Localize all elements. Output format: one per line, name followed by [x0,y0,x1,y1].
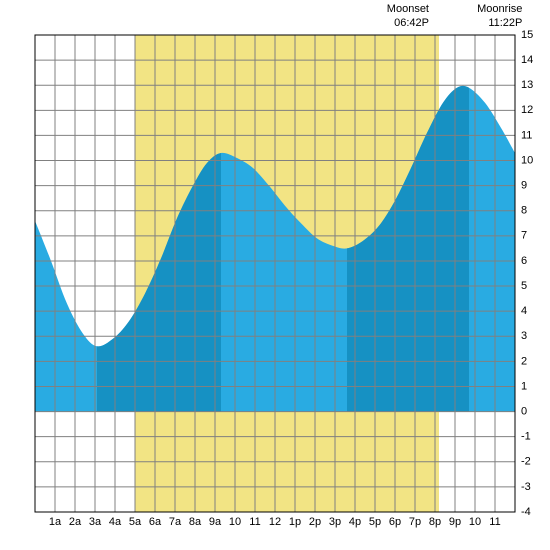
svg-text:1p: 1p [289,516,301,528]
svg-text:2: 2 [521,355,527,367]
svg-text:-2: -2 [521,456,531,468]
svg-text:7p: 7p [409,516,421,528]
moonrise-time: 11:22P [0,17,522,31]
svg-text:9a: 9a [209,516,222,528]
svg-text:11: 11 [521,129,532,141]
svg-text:8p: 8p [429,516,441,528]
moonrise-label: Moonrise 11:22P [0,3,522,31]
svg-text:4a: 4a [109,516,122,528]
svg-text:6a: 6a [149,516,162,528]
svg-text:-1: -1 [521,431,531,443]
chart-svg: -4-3-2-101234567891011121314151a2a3a4a5a… [0,0,550,550]
svg-text:4p: 4p [349,516,361,528]
svg-text:5p: 5p [369,516,381,528]
svg-text:3a: 3a [89,516,102,528]
svg-text:1: 1 [521,380,527,392]
svg-text:8a: 8a [189,516,202,528]
svg-text:11: 11 [249,516,260,528]
svg-text:2a: 2a [69,516,82,528]
svg-text:5a: 5a [129,516,142,528]
svg-text:9p: 9p [449,516,461,528]
svg-text:3p: 3p [329,516,341,528]
svg-text:1a: 1a [49,516,62,528]
svg-text:3: 3 [521,330,527,342]
svg-text:8: 8 [521,205,527,217]
svg-text:6: 6 [521,255,527,267]
svg-text:11: 11 [489,516,500,528]
svg-text:9: 9 [521,180,527,192]
svg-text:6p: 6p [389,516,401,528]
moonrise-title: Moonrise [0,3,522,17]
svg-text:10: 10 [521,154,533,166]
svg-text:12: 12 [269,516,281,528]
svg-text:7a: 7a [169,516,182,528]
svg-text:12: 12 [521,104,533,116]
svg-text:7: 7 [521,230,527,242]
svg-text:13: 13 [521,79,533,91]
svg-text:5: 5 [521,280,527,292]
tide-chart: Moonset 06:42P Moonrise 11:22P -4-3-2-10… [0,0,550,550]
svg-text:14: 14 [521,54,533,66]
svg-text:10: 10 [229,516,241,528]
svg-text:15: 15 [521,29,533,41]
svg-text:0: 0 [521,405,527,417]
svg-text:2p: 2p [309,516,321,528]
svg-text:-3: -3 [521,481,531,493]
svg-text:4: 4 [521,305,527,317]
svg-text:10: 10 [469,516,481,528]
svg-text:-4: -4 [521,506,531,518]
